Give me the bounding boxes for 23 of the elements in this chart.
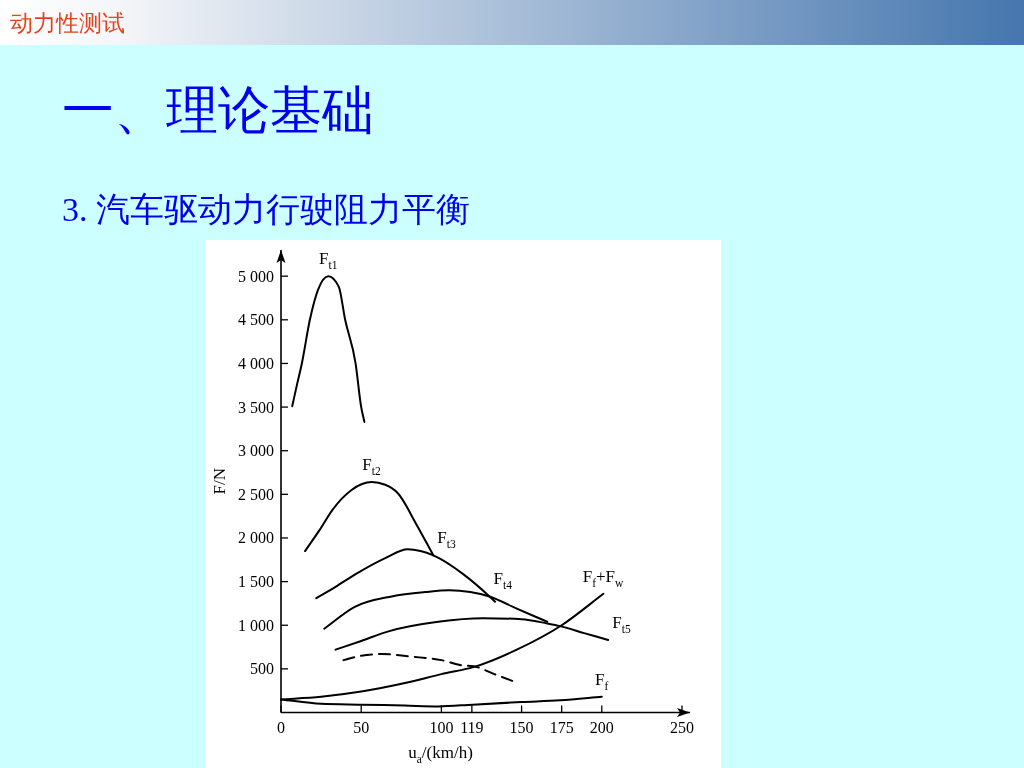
chart-title: 一、理论基础 (62, 80, 374, 140)
x-tick-label: 150 (509, 718, 534, 736)
y-tick-label: 3 000 (238, 442, 274, 460)
x-axis-title: u$_{a}$/(km/h) (408, 742, 473, 766)
y-tick-label: 4 500 (238, 311, 274, 329)
x-tick-label: 250 (669, 718, 694, 736)
y-tick-label: 500 (250, 660, 274, 678)
y-axis-title: F/N (210, 468, 229, 495)
x-tick-label: 119 (460, 718, 484, 736)
x-tick-label: 50 (353, 718, 370, 736)
y-tick-label: 1 000 (238, 616, 274, 634)
y-tick-label: 1 500 (238, 573, 274, 591)
x-tick-label: 100 (429, 718, 454, 736)
x-tick-label: 175 (549, 718, 574, 736)
chart-subtitle: 3. 汽车驱动力行驶阻力平衡 (62, 190, 470, 230)
y-tick-label: 2 000 (238, 529, 274, 547)
y-tick-label: 3 500 (238, 398, 274, 416)
x-tick-label: 200 (589, 718, 614, 736)
y-tick-label: 2 500 (238, 485, 274, 503)
y-tick-label: 5 000 (238, 267, 274, 285)
x-tick-label: 0 (277, 718, 285, 736)
text: 动力性测试 (10, 10, 125, 38)
y-tick-label: 4 000 (238, 354, 274, 372)
